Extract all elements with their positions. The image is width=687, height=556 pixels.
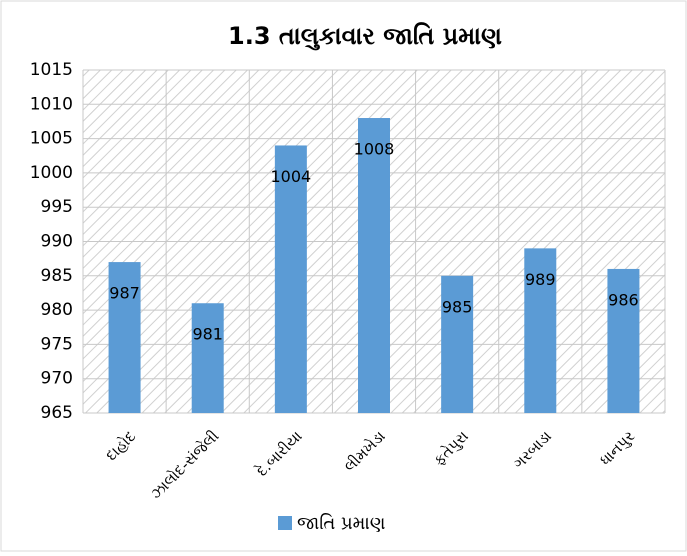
- y-tick-label: 975: [41, 334, 73, 354]
- bar: [274, 145, 307, 413]
- y-tick-label: 1015: [30, 60, 73, 80]
- bar: [441, 275, 474, 413]
- legend-swatch: [278, 516, 292, 530]
- data-label: 981: [192, 325, 223, 344]
- y-tick-label: 1000: [30, 163, 73, 183]
- y-tick-label: 1010: [30, 94, 73, 114]
- y-tick-label: 980: [41, 300, 73, 320]
- y-tick-label: 970: [41, 369, 73, 389]
- bar: [358, 118, 390, 414]
- data-label: 1004: [270, 167, 311, 186]
- data-label: 987: [109, 284, 140, 303]
- bar: [524, 248, 557, 413]
- legend-label: જાતિ પ્રમાણ: [297, 513, 385, 534]
- data-label: 985: [442, 297, 473, 316]
- bar: [108, 262, 141, 413]
- data-label: 989: [525, 270, 556, 289]
- y-tick-label: 1005: [30, 129, 73, 149]
- data-label: 986: [608, 290, 639, 309]
- y-tick-label: 965: [41, 403, 73, 423]
- bar: [607, 268, 640, 413]
- y-tick-label: 995: [41, 197, 73, 217]
- chart-title: 1.3 તાલુકાવાર જાતિ પ્રમાણ: [228, 22, 502, 50]
- y-tick-label: 985: [41, 266, 73, 286]
- bar: [191, 303, 224, 413]
- data-label: 1008: [354, 140, 395, 159]
- y-tick-label: 990: [41, 232, 73, 252]
